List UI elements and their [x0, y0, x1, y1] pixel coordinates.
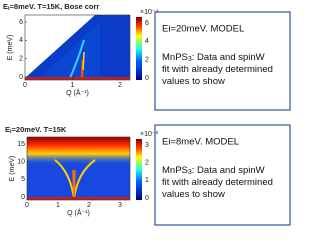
x-tick-label: 3	[118, 202, 122, 209]
y-tick-label: 2	[19, 56, 23, 63]
text-span: : Data and spinW fit with already determ…	[162, 165, 276, 200]
box-heading: Ei=8meV. MODEL	[162, 137, 239, 148]
y-tick-label: 15	[17, 141, 25, 148]
x-tick-label: 1	[56, 202, 60, 209]
x-tick-label: 0	[25, 202, 29, 209]
text-span: i	[10, 129, 12, 135]
box-heading: Ei=20meV. MODEL	[162, 24, 244, 35]
colorbar	[136, 17, 142, 80]
panel-title: Ei=8meV. T=15K, Bose corr	[3, 2, 99, 12]
x-axis-label: Q (Å⁻¹)	[67, 208, 90, 217]
y-axis-label: E (meV)	[7, 35, 14, 61]
colorbar-scale: ×10⁻⁴	[140, 9, 159, 16]
text-span: 3	[188, 56, 192, 63]
y-tick-label: 6	[19, 19, 23, 26]
heatmap	[24, 14, 131, 81]
y-tick-label: 10	[17, 159, 25, 166]
heatmap	[26, 136, 131, 201]
box-body: MnPS3: Data and spinW fit with already d…	[162, 165, 276, 200]
text-span: i	[8, 6, 10, 12]
text-span: MnPS	[162, 52, 188, 63]
x-tick-label: 0	[23, 82, 27, 89]
text-span: MnPS	[162, 165, 188, 176]
box-body: MnPS3: Data and spinW fit with already d…	[162, 52, 276, 87]
colorbar-tick-label: 0	[145, 195, 149, 202]
colorbar-tick-label: 1	[145, 177, 149, 184]
x-tick-label: 2	[118, 82, 122, 89]
y-tick-label: 0	[21, 194, 25, 201]
text-span: E	[5, 125, 10, 134]
text-box	[154, 124, 291, 226]
x-tick-label: 2	[87, 202, 91, 209]
colorbar-tick-label: 2	[145, 57, 149, 64]
colorbar-tick-label: 2	[145, 160, 149, 167]
colorbar-tick-label: 3	[145, 142, 149, 149]
colorbar	[136, 139, 142, 200]
y-tick-label: 4	[19, 37, 23, 44]
y-axis-label: E (meV)	[9, 156, 16, 182]
y-tick-label: 5	[21, 176, 25, 183]
text-span: : Data and spinW fit with already determ…	[162, 52, 276, 87]
text-box	[154, 11, 291, 111]
colorbar-tick-label: 6	[145, 20, 149, 27]
x-axis-label: Q (Å⁻¹)	[66, 88, 89, 97]
panel-title: Ei=20meV. T=15K	[5, 125, 67, 135]
text-span: =20meV. T=15K	[12, 125, 67, 134]
colorbar-tick-label: 0	[145, 75, 149, 82]
text-span: =8meV. T=15K, Bose corr	[10, 2, 100, 11]
x-tick-label: 1	[71, 82, 75, 89]
text-span: 3	[188, 169, 192, 176]
text-span: E	[3, 2, 8, 11]
colorbar-tick-label: 4	[145, 38, 149, 45]
y-tick-label: 0	[19, 74, 23, 81]
colorbar-scale: ×10⁻³	[140, 131, 159, 138]
